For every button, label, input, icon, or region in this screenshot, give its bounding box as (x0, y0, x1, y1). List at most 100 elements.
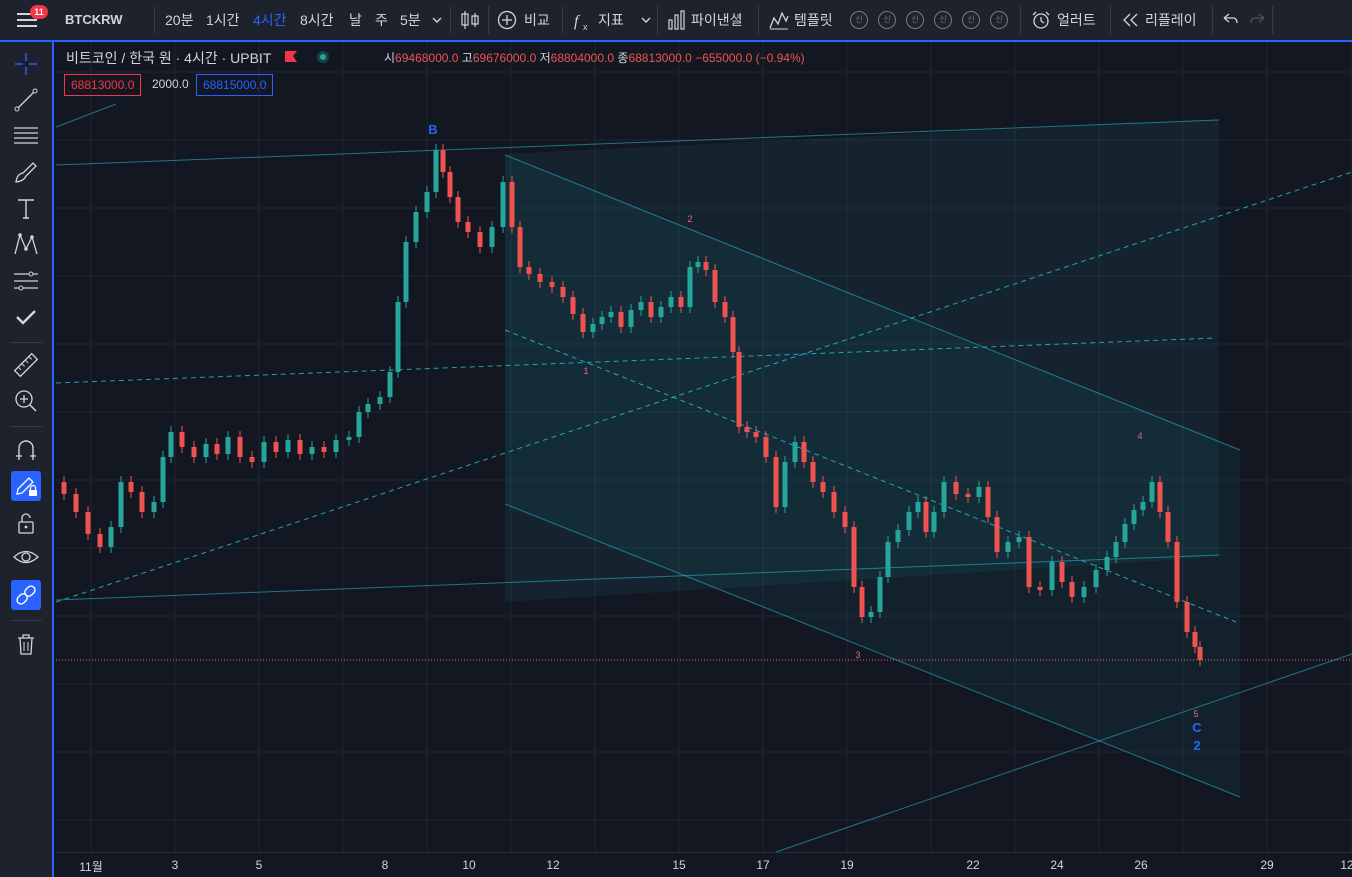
parallel-channel-fill[interactable] (505, 155, 1240, 797)
lock-drawings-tool[interactable] (11, 508, 41, 538)
trend-line-tool[interactable] (11, 85, 41, 115)
redo-button[interactable] (1248, 0, 1268, 40)
low-value: 68804000.0 (550, 51, 615, 65)
time-tick: 26 (1134, 858, 1148, 872)
template-slot-2[interactable]: 신 (878, 11, 896, 29)
fib-tool[interactable] (11, 120, 41, 150)
crosshair-tool[interactable] (11, 49, 41, 79)
replay-label: 리플레이 (1145, 12, 1197, 28)
candle-body (712, 270, 718, 302)
candle-body (179, 432, 185, 447)
downtrend-channel-bottom[interactable] (504, 503, 1241, 798)
pencil-lock-icon (16, 477, 37, 496)
template-slot-1[interactable]: 신 (850, 11, 868, 29)
prediction-tool[interactable] (11, 265, 41, 295)
templates-button[interactable]: 템플릿 (768, 0, 833, 40)
undo-icon (1223, 13, 1238, 24)
brush-tool[interactable] (11, 157, 41, 187)
rewind-icon (1123, 13, 1138, 27)
financials-label: 파이낸셜 (691, 12, 743, 28)
candle-body (128, 482, 134, 492)
indicators-button[interactable]: f x 지표 (572, 0, 624, 40)
divider (154, 6, 155, 34)
remove-drawings-tool[interactable] (11, 629, 41, 659)
dashed-trend-line-1[interactable] (56, 337, 1217, 384)
wave-label-2-degree[interactable]: 2 (1193, 738, 1201, 753)
pattern-tool[interactable] (11, 229, 41, 259)
wave-label-3[interactable]: 3 (855, 650, 861, 660)
magnet-icon (16, 440, 36, 460)
candle-body (773, 457, 779, 507)
interval-4h[interactable]: 4시간 (253, 12, 287, 28)
close-value: 68813000.0 (628, 51, 692, 65)
candle-body (225, 437, 231, 454)
interval-20m[interactable]: 20분 (165, 12, 194, 28)
chart-type-button[interactable] (458, 0, 482, 40)
candle-body (1081, 587, 1087, 597)
template-slot-3[interactable]: 신 (906, 11, 924, 29)
candle-body (346, 437, 352, 440)
candle-body (160, 457, 166, 502)
stay-in-drawing-mode-tool[interactable] (11, 471, 41, 501)
main-menu-button[interactable]: 11 (0, 0, 54, 40)
icons-tool[interactable] (11, 302, 41, 332)
time-tick: 15 (672, 858, 686, 872)
support-trend-line[interactable] (775, 653, 1352, 852)
change-value: −655000.0 (−0.94%) (695, 51, 805, 65)
wave-label-1[interactable]: 1 (583, 366, 589, 376)
text-icon (18, 199, 34, 219)
text-tool[interactable] (11, 193, 41, 223)
wave-label-2[interactable]: 2 (687, 214, 693, 224)
symbol-search-button[interactable]: BTCKRW (65, 12, 123, 27)
wave-label-B[interactable]: B (428, 122, 438, 137)
hide-drawings-tool[interactable] (11, 542, 41, 572)
candle-body (489, 227, 495, 247)
measure-tool[interactable] (11, 350, 41, 380)
interval-dropdown[interactable] (430, 0, 444, 40)
interval-5m[interactable]: 5분 (400, 12, 421, 28)
sell-button[interactable]: 68813000.0 (64, 74, 142, 96)
compare-button[interactable]: 비교 (497, 0, 550, 40)
magnet-tool[interactable] (11, 435, 41, 465)
notification-badge: 11 (30, 5, 48, 19)
chart-pane[interactable]: B 1 2 3 4 5 C 2 (56, 42, 1352, 852)
indicators-dropdown[interactable] (639, 0, 653, 40)
interval-day[interactable]: 날 (349, 12, 362, 28)
template-slot-5[interactable]: 신 (962, 11, 980, 29)
time-tick: 12 (546, 858, 560, 872)
dashed-trend-line-2[interactable] (56, 171, 1352, 603)
upper-left-ray[interactable] (56, 103, 117, 128)
downtrend-channel-top[interactable] (504, 154, 1241, 451)
candle-body (1165, 512, 1171, 542)
sync-drawings-tool[interactable] (11, 580, 41, 610)
financials-button[interactable]: 파이낸셜 (666, 0, 743, 40)
channel-lower-line[interactable] (56, 554, 1220, 601)
shaded-rectangle-drawing[interactable] (505, 119, 1219, 602)
svg-text:x: x (583, 22, 588, 32)
zoom-tool[interactable] (11, 386, 41, 416)
interval-1h[interactable]: 1시간 (206, 12, 240, 28)
candle-body (365, 404, 371, 412)
time-axis[interactable]: 11월 3 5 8 10 12 15 17 19 22 24 26 29 12 (56, 852, 1352, 877)
candle-body (424, 192, 430, 212)
horizontal-lines-icon (14, 127, 38, 144)
buy-button[interactable]: 68815000.0 (196, 74, 274, 96)
wave-label-5[interactable]: 5 (1193, 709, 1199, 719)
replay-button[interactable]: 리플레이 (1120, 0, 1197, 40)
template-slot-4[interactable]: 신 (934, 11, 952, 29)
wave-label-C[interactable]: C (1192, 720, 1202, 735)
alert-button[interactable]: 얼러트 (1030, 0, 1096, 40)
undo-button[interactable] (1220, 0, 1240, 40)
time-tick: 22 (966, 858, 980, 872)
candles-icon (461, 11, 479, 29)
divider (10, 342, 42, 343)
interval-8h[interactable]: 8시간 (300, 12, 334, 28)
symbol-legend[interactable]: 비트코인 / 한국 원 · 4시간 · UPBIT (66, 47, 335, 69)
channel-upper-line[interactable] (56, 119, 1220, 166)
interval-week[interactable]: 주 (375, 12, 388, 28)
flag-icon[interactable] (283, 50, 301, 64)
template-slot-6[interactable]: 신 (990, 11, 1008, 29)
chart-canvas[interactable] (56, 42, 1352, 852)
candle-body (906, 512, 912, 530)
wave-label-4[interactable]: 4 (1137, 431, 1143, 441)
